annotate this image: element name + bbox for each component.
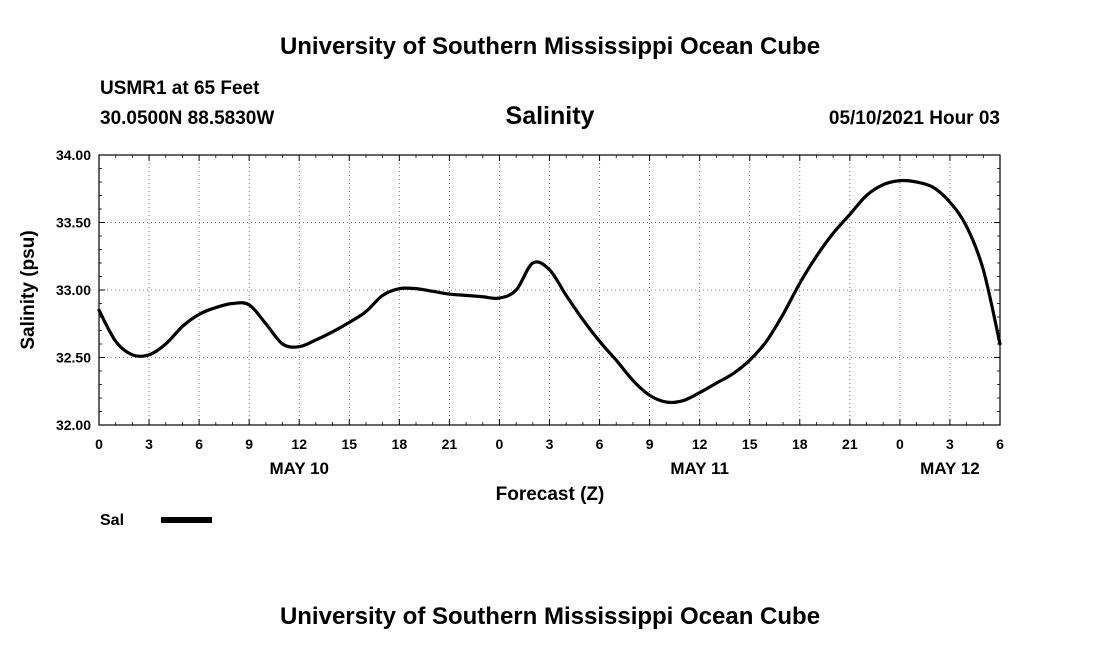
- x-tick-label: 15: [341, 436, 357, 452]
- x-tick-label: 6: [996, 436, 1004, 452]
- x-tick-label: 12: [291, 436, 307, 452]
- station-label: USMR1 at 65 Feet: [100, 78, 260, 99]
- x-tick-label: 0: [496, 436, 504, 452]
- y-axis-label: Salinity (psu): [18, 230, 39, 349]
- x-tick-label: 6: [596, 436, 604, 452]
- parameter-title: Salinity: [506, 102, 595, 130]
- x-tick-label: 0: [896, 436, 904, 452]
- x-tick-label: 18: [792, 436, 808, 452]
- tick-marks: [98, 154, 1001, 426]
- coordinates-label: 30.0500N 88.5830W: [100, 108, 274, 129]
- y-tick-label: 32.50: [56, 350, 91, 366]
- x-tick-label: 12: [692, 436, 708, 452]
- y-tick-label: 33.50: [56, 215, 91, 231]
- date-label: MAY 11: [670, 459, 729, 478]
- gridlines: [99, 155, 1000, 425]
- legend-label: Sal: [100, 512, 124, 529]
- x-tick-label: 3: [546, 436, 554, 452]
- x-tick-label: 3: [145, 436, 153, 452]
- y-tick-labels: 32.00 32.50 33.00 33.50 34.00: [56, 147, 91, 433]
- x-tick-label: 9: [646, 436, 654, 452]
- x-tick-label: 21: [842, 436, 858, 452]
- date-label: MAY 12: [920, 459, 980, 478]
- x-tick-label: 9: [245, 436, 253, 452]
- x-tick-label: 15: [742, 436, 758, 452]
- y-tick-label: 32.00: [56, 417, 91, 433]
- y-tick-label: 34.00: [56, 147, 91, 163]
- x-tick-label: 18: [392, 436, 408, 452]
- series-group: [97, 178, 1002, 405]
- date-label: MAY 10: [269, 459, 329, 478]
- date-labels: MAY 10 MAY 11 MAY 12: [269, 459, 979, 478]
- x-tick-labels: 0 3 6 9 12 15 18 21 0 3 6 9 12 15 18 21 0 3 6: [95, 436, 1004, 452]
- x-tick-label: 3: [946, 436, 954, 452]
- datetime-label: 05/10/2021 Hour 03: [829, 108, 1000, 129]
- x-tick-label: 21: [442, 436, 458, 452]
- top-title: University of Southern Mississippi Ocean…: [280, 33, 820, 60]
- x-axis-label: Forecast (Z): [496, 484, 605, 505]
- series-line-sal: [97, 178, 1002, 405]
- x-tick-label: 6: [195, 436, 203, 452]
- x-tick-label: 0: [95, 436, 103, 452]
- bottom-title: University of Southern Mississippi Ocean…: [280, 603, 820, 630]
- y-tick-label: 33.00: [56, 282, 91, 298]
